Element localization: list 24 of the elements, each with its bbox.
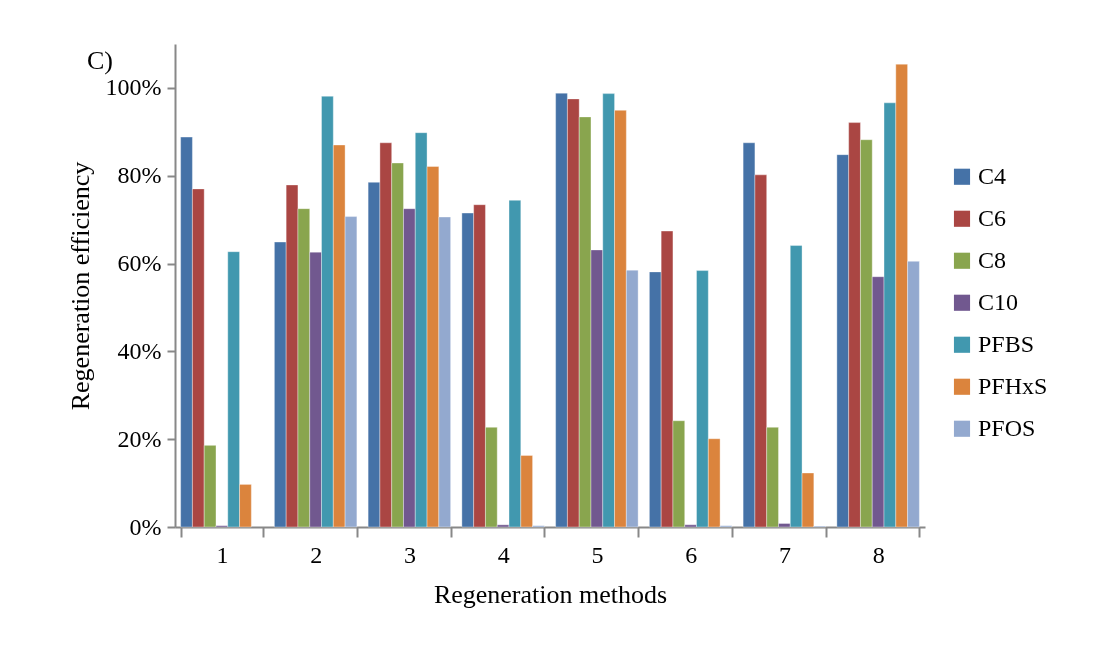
y-tick-label: 60% — [117, 250, 162, 277]
y-axis-title: Regeneration efficiency — [65, 161, 95, 411]
legend-label: PFBS — [978, 330, 1035, 357]
legend-label: C8 — [978, 246, 1007, 273]
x-tick-label: 8 — [872, 541, 885, 568]
y-tick-label: 20% — [117, 425, 162, 452]
y-tick-label: 100% — [105, 74, 162, 101]
x-tick-label: 2 — [310, 541, 323, 568]
x-tick-label: 3 — [403, 541, 416, 568]
legend-label: PFOS — [978, 414, 1036, 441]
legend-label: C6 — [978, 204, 1007, 231]
x-tick-label: 1 — [216, 541, 229, 568]
y-tick-label: 40% — [117, 337, 162, 364]
legend-label: PFHxS — [978, 372, 1048, 399]
x-tick-label: 7 — [778, 541, 791, 568]
x-tick-label: 5 — [591, 541, 604, 568]
y-tick-label: 80% — [117, 162, 162, 189]
y-tick-label: 0% — [129, 513, 162, 540]
legend-label: C4 — [978, 162, 1007, 189]
x-axis-title: Regeneration methods — [433, 579, 668, 609]
x-tick-label: 4 — [497, 541, 510, 568]
legend-label: C10 — [978, 288, 1019, 315]
chart-title: C) — [87, 46, 114, 75]
x-tick-label: 6 — [685, 541, 698, 568]
